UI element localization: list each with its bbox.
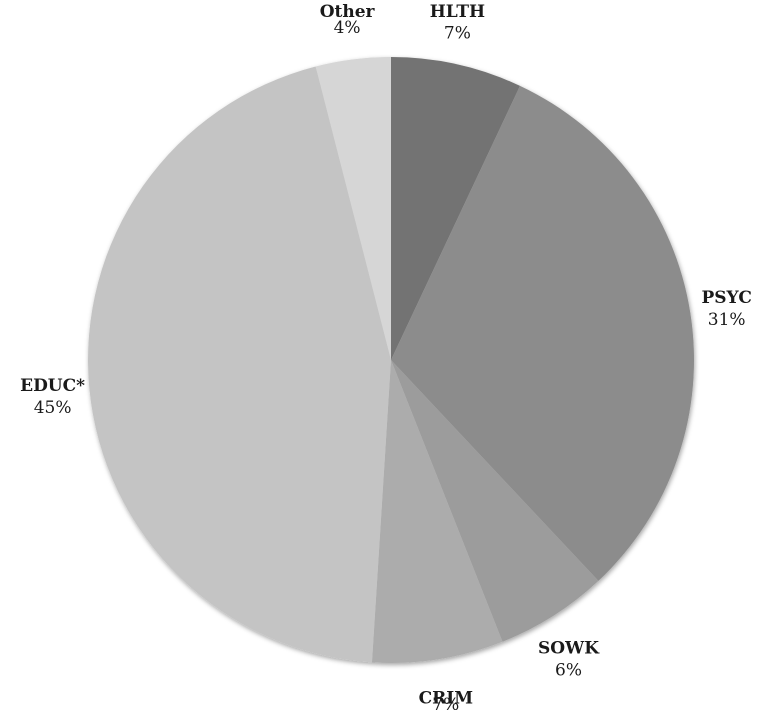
slice-label-other: Other [320, 2, 376, 22]
slice-label-educ: EDUC* [20, 376, 85, 396]
slice-value-other: 4% [334, 18, 361, 38]
slice-label-hlth: HLTH [430, 2, 485, 22]
slice-value-crim: 7% [432, 695, 459, 715]
pie-slice-crim [371, 360, 503, 663]
pie-slice-hlth [391, 57, 521, 360]
slice-label-psyc: PSYC [701, 288, 751, 308]
slice-value-educ: 45% [34, 398, 72, 418]
pie-slices [88, 57, 695, 663]
pie-slice-sowk [391, 360, 599, 642]
slice-value-hlth: 7% [444, 23, 471, 43]
pie-slice-educ [88, 66, 391, 663]
pie-slice-psyc [391, 85, 695, 581]
pie-slice-other [315, 57, 391, 360]
slice-value-psyc: 31% [708, 310, 746, 330]
slice-label-sowk: SOWK [538, 639, 600, 659]
slice-label-crim: CRIM [419, 689, 474, 709]
slice-value-sowk: 6% [555, 661, 582, 681]
